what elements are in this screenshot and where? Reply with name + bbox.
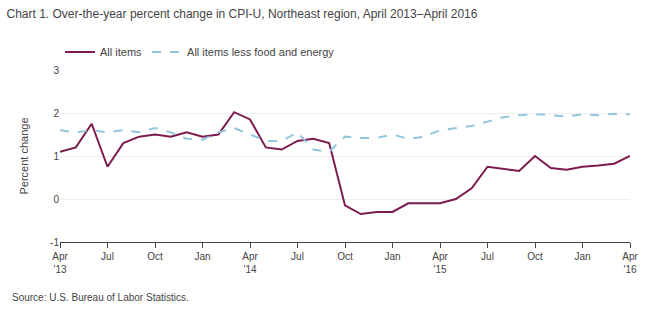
- svg-text:Source: U.S. Bureau of Labor S: Source: U.S. Bureau of Labor Statistics.: [12, 292, 189, 303]
- svg-text:Apr'13: Apr'13: [52, 251, 68, 275]
- svg-text:Apr'15: Apr'15: [432, 251, 448, 275]
- svg-text:Jan: Jan: [384, 251, 400, 262]
- svg-text:All items: All items: [100, 46, 142, 58]
- svg-text:Oct: Oct: [527, 251, 543, 262]
- svg-text:Chart 1. Over-the-year percent: Chart 1. Over-the-year percent change in…: [7, 7, 478, 21]
- svg-text:All items less food and energy: All items less food and energy: [187, 46, 334, 58]
- svg-text:Jul: Jul: [481, 251, 494, 262]
- svg-text:2: 2: [53, 108, 59, 119]
- svg-text:Percent change: Percent change: [18, 117, 30, 194]
- svg-text:Jul: Jul: [291, 251, 304, 262]
- svg-text:Jan: Jan: [194, 251, 210, 262]
- svg-text:3: 3: [53, 65, 59, 76]
- svg-text:Jul: Jul: [101, 251, 114, 262]
- svg-text:Apr'14: Apr'14: [242, 251, 258, 275]
- svg-text:Apr'16: Apr'16: [622, 251, 638, 275]
- svg-text:-1: -1: [50, 237, 59, 248]
- svg-text:1: 1: [53, 151, 59, 162]
- svg-text:Oct: Oct: [337, 251, 353, 262]
- svg-text:0: 0: [53, 194, 59, 205]
- svg-text:Jan: Jan: [574, 251, 590, 262]
- svg-text:Oct: Oct: [147, 251, 163, 262]
